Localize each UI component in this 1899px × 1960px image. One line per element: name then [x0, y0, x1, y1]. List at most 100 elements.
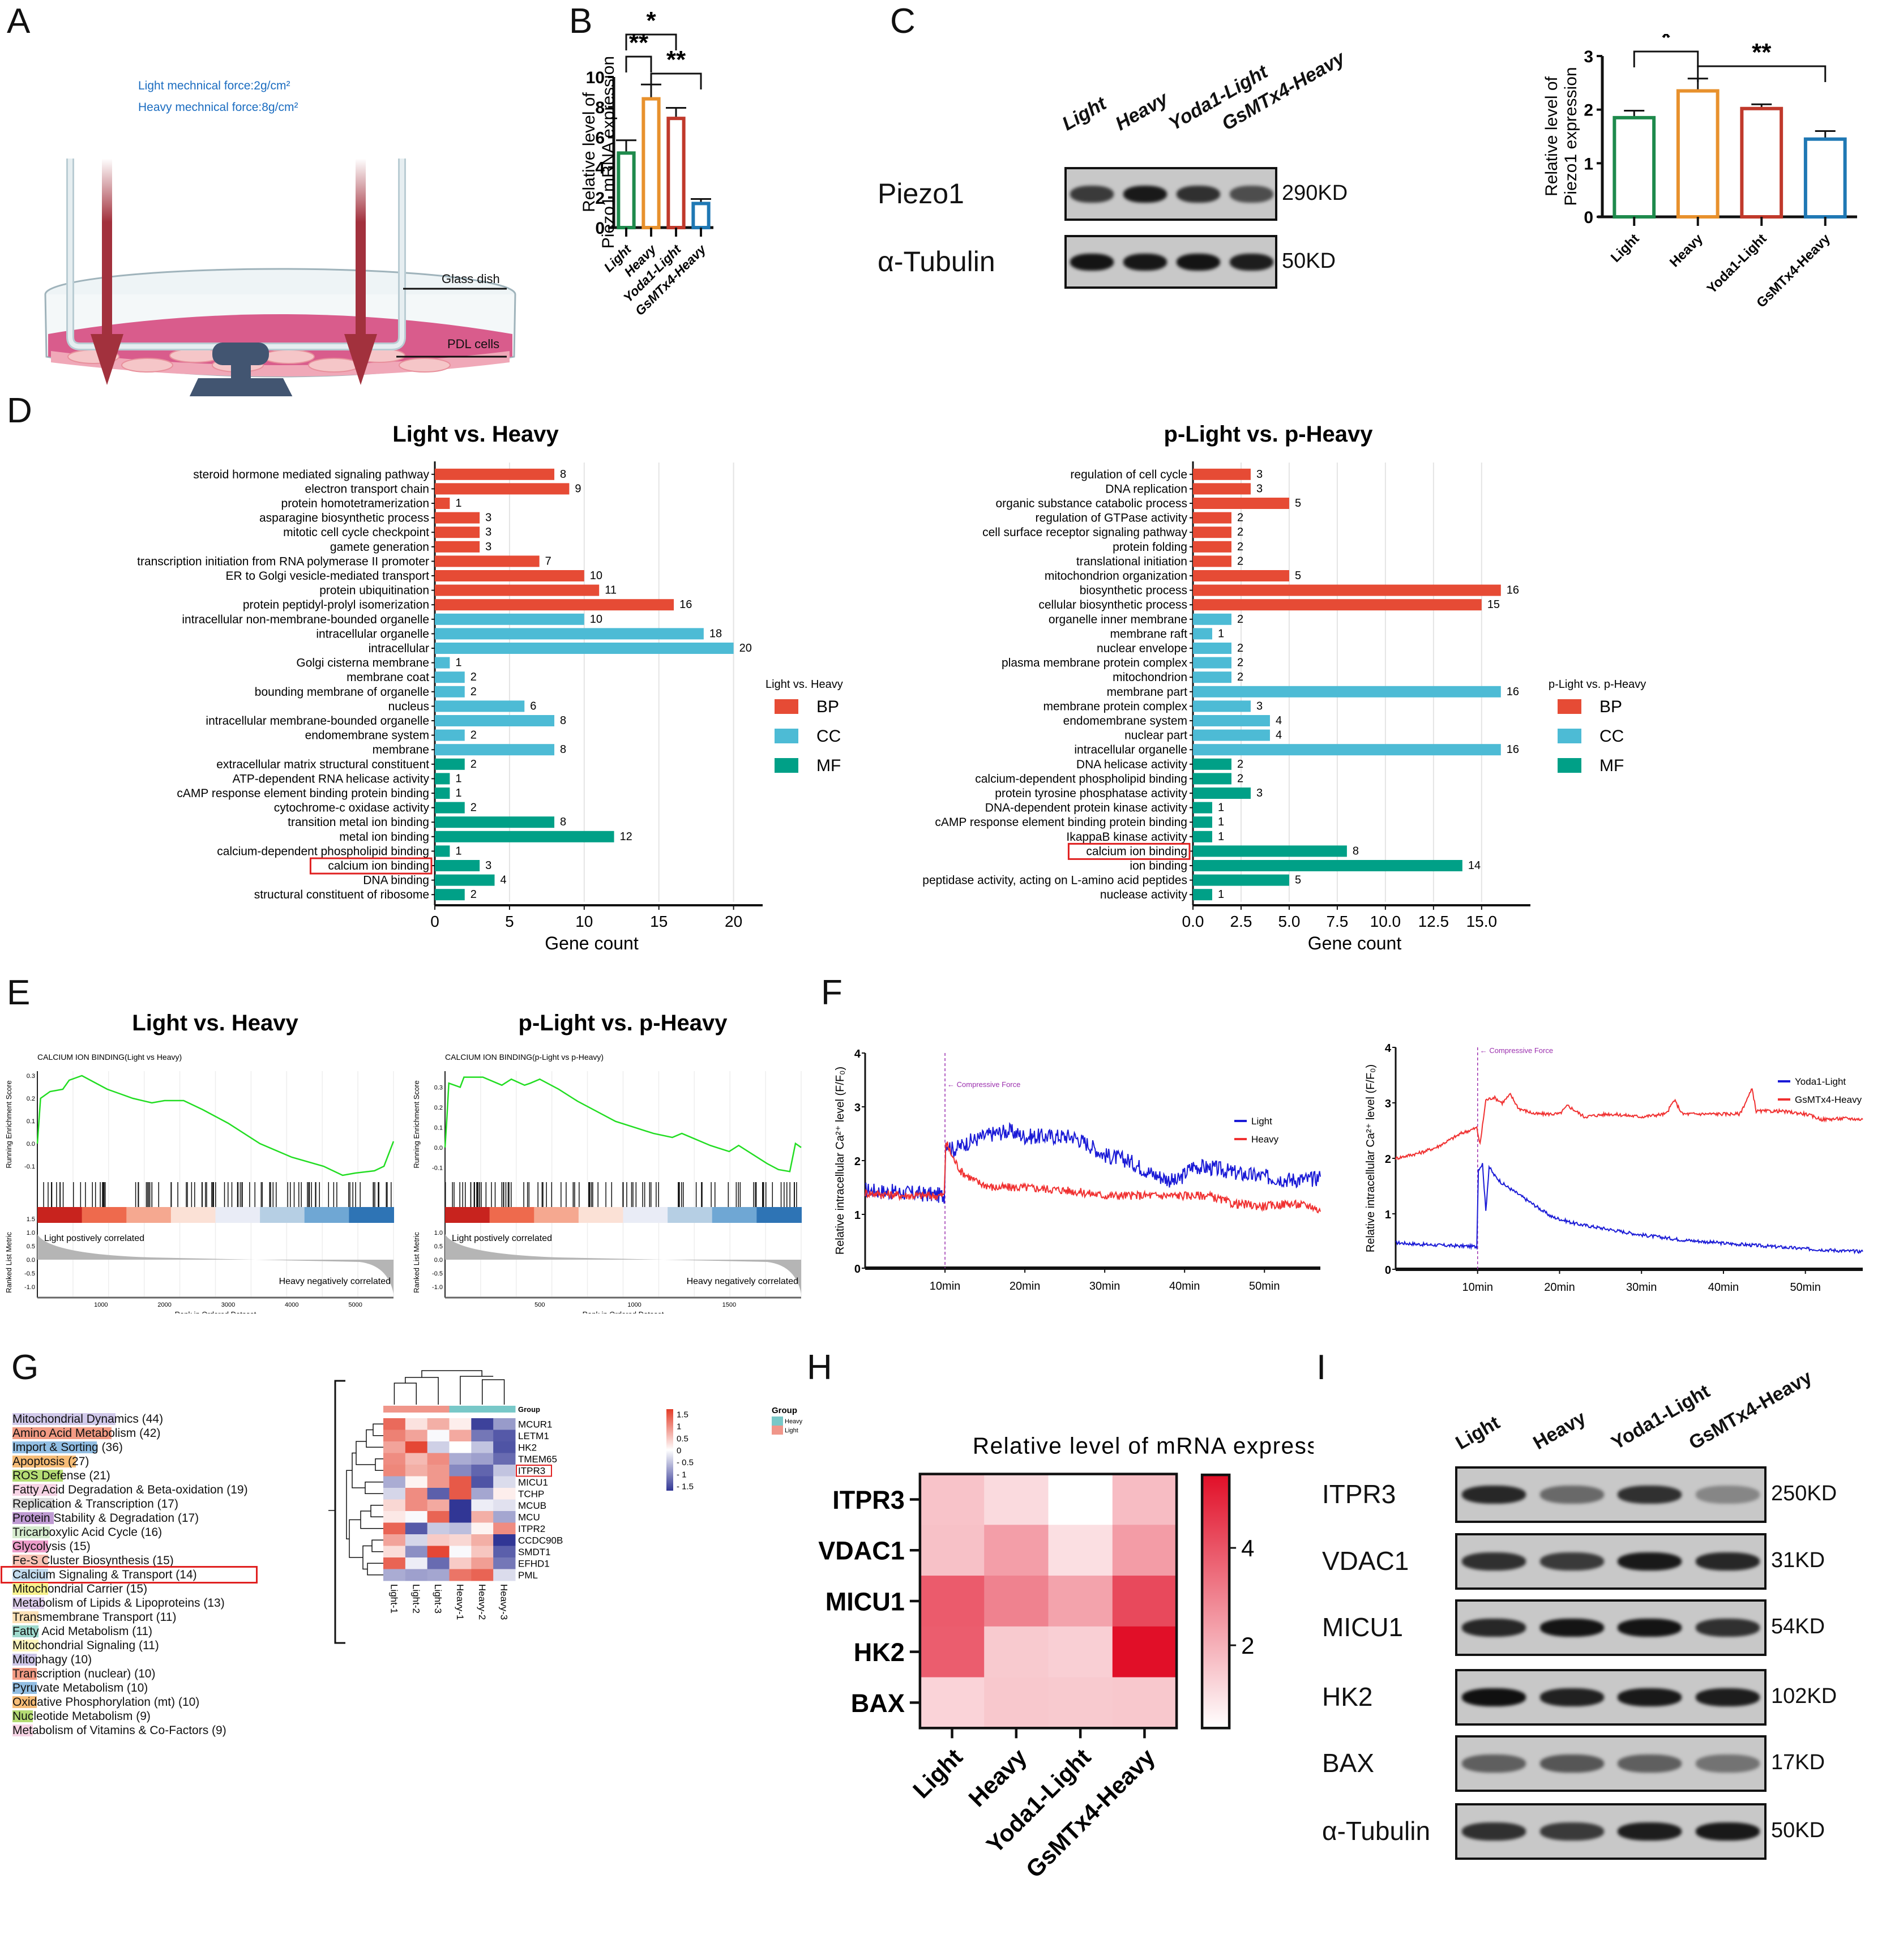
y2-tick-label: -1.0: [432, 1284, 443, 1291]
y2-axis-label-text: Ranked List Metric: [412, 1232, 421, 1293]
heatmap-cell: [1048, 1525, 1113, 1576]
chart-e-gsea-light-vs-heavy: Light vs. Heavy CALCIUM ION BINDING(Light…: [5, 1011, 395, 1313]
go-bar: [435, 628, 704, 640]
heatmap-cell: [471, 1511, 494, 1523]
heatmap-cell: [1048, 1626, 1113, 1678]
y-tick-label: 1: [1584, 155, 1593, 173]
category-item: Import & Sorting (36): [12, 1440, 330, 1454]
gene-label: MCUR1: [518, 1419, 552, 1430]
go-bar: [435, 744, 555, 756]
bar-value-label: 8: [560, 714, 566, 727]
go-bar: [435, 788, 450, 799]
gsea-subtitle: CALCIUM ION BINDING(p-Light vs p-Heavy): [445, 1052, 604, 1062]
heatmap-cell: [405, 1476, 428, 1488]
western-blot-c: Light Heavy Yoda1-Light GsMTx4-Heavy Piezo1 2…: [878, 47, 1449, 289]
legend-label: MF: [816, 756, 841, 775]
lane-label: Light: [1058, 92, 1110, 135]
bar-value-label: 10: [590, 570, 602, 582]
heatmap-cell: [984, 1525, 1049, 1576]
bar-yoda1-light: [666, 117, 686, 229]
go-term-label: ion binding: [1130, 859, 1187, 872]
go-bar: [1193, 773, 1231, 785]
heatmap-cell: [405, 1465, 428, 1477]
legend-swatch-mf: [1558, 758, 1581, 773]
colorbar: [666, 1409, 673, 1491]
heatmap-cell: [405, 1418, 428, 1430]
y-tick-label: 0.1: [27, 1118, 35, 1125]
gsea-subtitle: CALCIUM ION BINDING(Light vs Heavy): [37, 1052, 182, 1062]
go-bar: [435, 541, 480, 553]
y2-tick-label: 0.0: [27, 1257, 35, 1264]
heatmap-cell: [449, 1557, 472, 1569]
heatmap-cell: [449, 1534, 472, 1546]
go-bar: [435, 816, 555, 828]
heatmap-cell: [919, 1677, 985, 1729]
heatmap-cell: [471, 1499, 494, 1512]
heatmap-cell: [427, 1534, 450, 1546]
heatmap-cell: [1112, 1474, 1177, 1526]
heatmap-cell: [449, 1453, 472, 1465]
legend-swatch-bp: [1558, 699, 1581, 714]
gene-label: HK2: [518, 1442, 537, 1453]
trace-gsmtx4-heavy: [1395, 1088, 1863, 1161]
heatmap-cell: [984, 1677, 1049, 1729]
x-tick-label: 15.0: [1466, 913, 1498, 930]
x-tick-label: 1500: [722, 1302, 736, 1308]
blot-strip: [1455, 1669, 1767, 1726]
rank-color-bar: [578, 1207, 624, 1223]
rank-color-bar: [756, 1207, 802, 1223]
rank-color-bar: [37, 1207, 83, 1223]
legend-label: BP: [816, 697, 839, 716]
bar-heavy: [1676, 89, 1720, 219]
category-color-bar: [12, 1555, 48, 1567]
y-axis-label: Relative intracellular Ca²⁺ level (F/F₀): [834, 1067, 846, 1255]
category-color-bar: [12, 1710, 33, 1722]
x-tick-label: 30min: [1626, 1281, 1657, 1294]
sample-label: Light-3: [433, 1584, 443, 1614]
bar-light: [1613, 115, 1656, 219]
rank-color-bar: [445, 1207, 490, 1223]
legend-label: Light: [1251, 1116, 1272, 1127]
heatmap-cell: [1112, 1576, 1177, 1627]
lane-label: Heavy: [1111, 88, 1172, 135]
molecular-weight-label: 290KD: [1282, 181, 1348, 205]
go-bar: [435, 715, 555, 726]
x-axis-label: Rank in Ordered Dataset: [583, 1310, 664, 1313]
heatmap-cell: [383, 1499, 406, 1512]
x-tick-label: Light: [1608, 231, 1643, 266]
go-term-label: bounding membrane of organelle: [255, 686, 429, 699]
heatmap-cell: [449, 1569, 472, 1581]
bar-value-label: 3: [485, 859, 491, 872]
gene-label: CCDC90B: [518, 1535, 563, 1546]
category-label: Mitochondrial Carrier (15): [12, 1582, 148, 1595]
bar-value-label: 18: [709, 627, 722, 640]
heatmap-cell: [471, 1453, 494, 1465]
protein-label: α-Tubulin: [1322, 1816, 1431, 1846]
bar-value-label: 2: [1237, 512, 1243, 524]
go-term-label: IkappaB kinase activity: [1066, 831, 1187, 844]
rank-color-bar: [82, 1207, 127, 1223]
heatmap-cell: [427, 1453, 450, 1465]
category-item: Glycolysis (15): [12, 1539, 330, 1554]
bar-value-label: 1: [1218, 816, 1224, 828]
bar-value-label: 3: [485, 526, 491, 538]
y-tick-label: 4: [595, 159, 605, 178]
bar-value-label: 1: [1218, 802, 1224, 814]
go-term-label: ER to Golgi vesicle-mediated transport: [226, 570, 430, 583]
go-term-label: translational initiation: [1076, 555, 1187, 568]
protein-band: [1539, 1822, 1604, 1841]
significance-bracket: [1633, 50, 1699, 67]
blot-strip: [1455, 1533, 1767, 1590]
panel-letter-c: C: [890, 2, 916, 41]
go-bar: [1193, 729, 1270, 741]
go-term-label: nuclease activity: [1100, 888, 1188, 901]
y2-tick-label: -0.5: [432, 1270, 443, 1277]
x-tick-label: 10min: [1462, 1281, 1492, 1294]
category-color-bar: [12, 1611, 39, 1623]
go-term-label: DNA helicase activity: [1076, 758, 1188, 771]
rank-color-bar: [623, 1207, 669, 1223]
lane-label: Light: [1452, 1411, 1504, 1454]
heatmap-cell: [405, 1430, 428, 1442]
go-bar: [1193, 468, 1251, 480]
legend-swatch-mf: [775, 758, 798, 773]
